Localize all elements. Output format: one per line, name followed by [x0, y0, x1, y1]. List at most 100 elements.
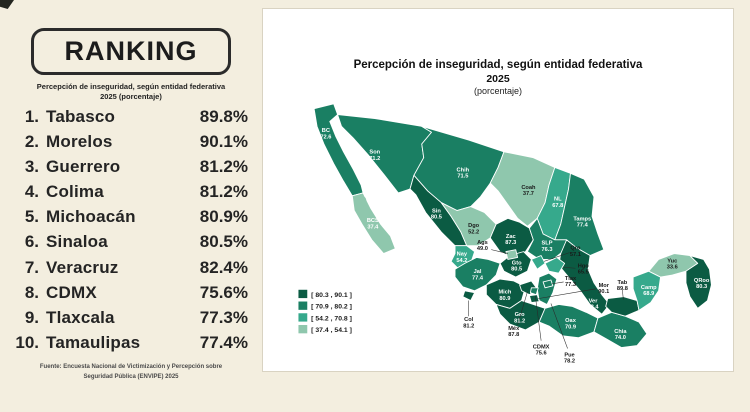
- state-shape-BC: [313, 103, 364, 197]
- label-leader-line: [517, 291, 528, 326]
- map-legend: [ 80.3 , 90.1 ] [ 70.9 , 80.2 ] [ 54.2 , 7…: [298, 289, 352, 334]
- rank-value: 81.2%: [199, 182, 248, 202]
- state-shape-Mor: [528, 294, 540, 303]
- state-label-Oax: Oax 70.9: [565, 318, 577, 330]
- state-label-Jal: Jal 77.4: [472, 269, 484, 281]
- source-line2: Seguridad Pública (ENVIPE) 2025: [83, 373, 179, 380]
- rank-value: 90.1%: [199, 131, 248, 151]
- rank-value: 75.6%: [199, 282, 248, 302]
- state-label-NL: NL 67.8: [552, 197, 563, 209]
- state-label-Mex: Méx 87.8: [508, 326, 520, 338]
- label-leader-line: [543, 252, 570, 262]
- state-shape-Col: [462, 290, 476, 301]
- ranking-panel: RANKING Percepción de inseguridad, según…: [0, 0, 262, 412]
- ranking-row: 5. Michoacán 80.9%: [8, 207, 248, 232]
- legend-swatch: [298, 301, 308, 310]
- state-shape-BCS: [351, 192, 396, 255]
- rank-state-name: Tabasco: [46, 106, 116, 126]
- state-label-Col: Col 81.2: [463, 317, 474, 329]
- rank-state-name: Morelos: [46, 131, 113, 151]
- legend-label: [ 80.3 , 90.1 ]: [311, 292, 352, 299]
- state-label-Chih: Chih 71.5: [457, 167, 470, 179]
- state-shape-Hgo: [544, 257, 566, 274]
- ranking-title: RANKING: [64, 36, 198, 66]
- ranking-row: 2. Morelos 90.1%: [8, 132, 248, 157]
- state-label-Tlax: Tlax 77.3: [565, 276, 577, 288]
- state-label-Qro: Qro 57.1: [570, 246, 581, 258]
- state-label-Son: Son 71.2: [369, 150, 380, 162]
- rank-value: 82.4%: [199, 257, 248, 277]
- source-note: Fuente: Encuesta Nacional de Victimizaci…: [0, 363, 262, 382]
- ranking-subtitle: Percepción de inseguridad, según entidad…: [0, 82, 262, 102]
- state-label-Chia: Chia 74.0: [614, 329, 627, 341]
- rank-number: 5.: [24, 207, 39, 227]
- state-label-Camp: Camp 68.9: [641, 285, 657, 297]
- state-label-Dgo: Dgo 52.2: [468, 223, 480, 235]
- label-leader-line: [535, 295, 542, 341]
- label-leader-line: [550, 303, 568, 349]
- rank-number: 1.: [24, 106, 39, 126]
- rank-value: 81.2%: [199, 156, 248, 176]
- map-card: Percepción de inseguridad, según entidad…: [262, 8, 734, 372]
- ranking-list: 1. Tabasco 89.8% 2. Morelos 90.1% 3. Guerrero 81…: [0, 107, 262, 359]
- rank-state-name: Colima: [46, 182, 104, 202]
- state-label-Tamps: Tamps 77.4: [573, 216, 591, 228]
- ranking-row: 9. Tlaxcala 77.3%: [8, 308, 248, 333]
- mexico-choropleth-map: BC 72.6 BCS 37.4 Son 71.2 Chih 71.5 Coah 37.7 NL 67…: [298, 103, 712, 365]
- ranking-row: 10. Tamaulipas 77.4%: [8, 333, 248, 358]
- state-label-BC: BC 72.6: [320, 128, 331, 140]
- label-leader-line: [491, 249, 508, 254]
- rank-state-name: CDMX: [46, 282, 97, 302]
- state-labels: BC 72.6 BCS 37.4 Son 71.2 Chih 71.5 Coah 37.7 NL 67…: [320, 128, 710, 364]
- state-label-Pue: Pue 78.2: [564, 352, 575, 364]
- state-shape-Jal: [454, 257, 501, 292]
- rank-state-name: Sinaloa: [46, 232, 108, 252]
- state-label-Yuc: Yuc 33.6: [667, 258, 678, 270]
- state-label-Zac: Zac 87.3: [505, 234, 516, 246]
- legend-swatch: [298, 289, 308, 299]
- ranking-row: 3. Guerrero 81.2%: [8, 157, 248, 182]
- rank-number: 7.: [24, 257, 39, 277]
- state-shape-QRoo: [685, 255, 712, 309]
- state-label-Mich: Mich 80.9: [498, 290, 511, 302]
- rank-value: 77.3%: [199, 308, 248, 327]
- state-shape-Tlax: [542, 279, 554, 289]
- state-shape-CDMX: [529, 287, 539, 296]
- rank-number: 9.: [24, 308, 39, 327]
- state-shape-Tab: [605, 296, 640, 317]
- state-shape-Ver: [558, 239, 611, 315]
- state-label-Sin: Sin 80.5: [431, 208, 442, 220]
- state-label-Tab: Tab 89.8: [617, 280, 628, 292]
- state-label-Coah: Coah 37.7: [521, 185, 536, 197]
- ranking-subtitle-line2: 2025 (porcentaje): [100, 91, 162, 101]
- state-label-Ver: Ver 82.4: [587, 299, 599, 311]
- state-label-BCS: BCS 37.4: [367, 218, 379, 230]
- rank-state-name: Tamaulipas: [46, 333, 141, 353]
- legend-label: [ 37.4 , 54.1 ]: [311, 327, 352, 334]
- label-leader-line: [538, 288, 596, 299]
- state-label-Mor: Mor 90.1: [598, 283, 609, 295]
- state-label-SLP: SLP 76.3: [542, 241, 553, 253]
- rank-state-name: Tlaxcala: [46, 308, 115, 327]
- ranking-row: 6. Sinaloa 80.5%: [8, 232, 248, 257]
- legend-swatch: [298, 325, 308, 334]
- state-label-CDMX: CDMX 75.6: [533, 344, 550, 356]
- rank-state-name: Guerrero: [46, 156, 121, 176]
- ranking-row: 1. Tabasco 89.8%: [8, 107, 248, 132]
- map-year: 2025: [486, 73, 510, 85]
- rank-value: 89.8%: [199, 106, 248, 126]
- state-label-Nay: Nay 54.2: [456, 252, 468, 264]
- map-title: Percepción de inseguridad, según entidad…: [353, 59, 643, 71]
- label-leader-line: [622, 289, 624, 300]
- state-shape-Ags: [505, 249, 519, 260]
- ranking-row: 4. Colima 81.2%: [8, 182, 248, 207]
- rank-state-name: Michoacán: [46, 207, 136, 227]
- rank-number: 3.: [24, 156, 39, 176]
- rank-value: 80.9%: [199, 207, 248, 227]
- legend-label: [ 70.9 , 80.2 ]: [311, 304, 352, 311]
- leader-lines: [468, 249, 624, 349]
- label-leader-line: [551, 281, 564, 285]
- state-label-Gro: Gro 81.2: [514, 312, 525, 324]
- rank-value: 80.5%: [199, 232, 248, 252]
- state-label-QRoo: QRoo 80.3: [694, 278, 710, 290]
